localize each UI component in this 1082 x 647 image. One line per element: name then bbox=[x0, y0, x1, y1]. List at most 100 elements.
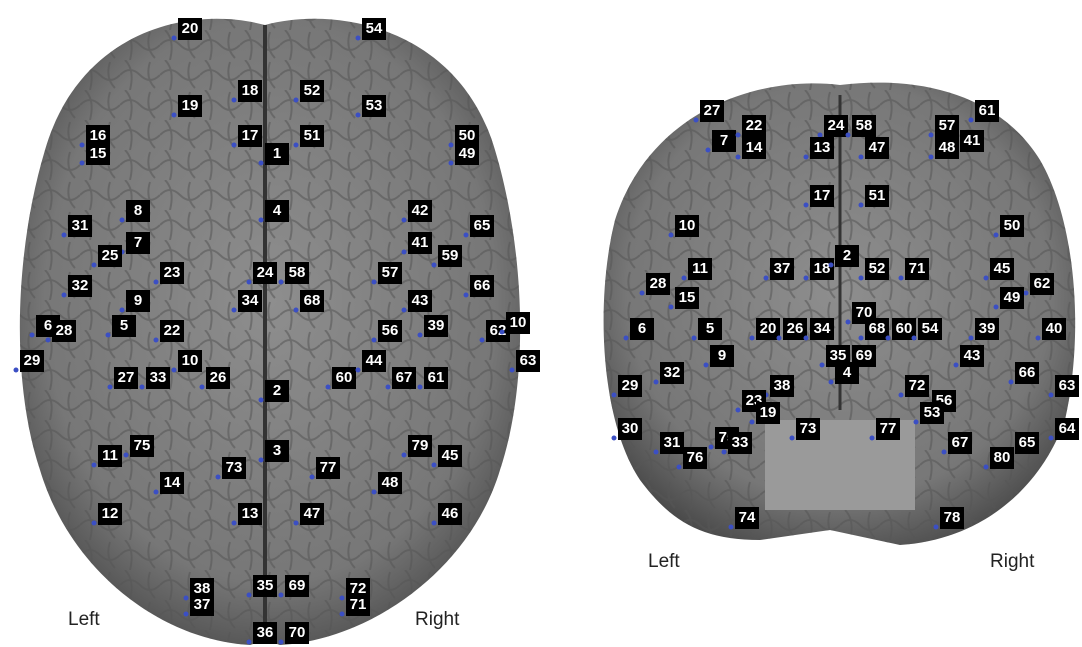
electrode-dot bbox=[499, 329, 505, 335]
electrode-dot bbox=[401, 307, 407, 313]
electrode-dot bbox=[309, 474, 315, 480]
electrode-label: 6 bbox=[44, 317, 52, 334]
electrode-dot bbox=[171, 112, 177, 118]
electrode-label: 26 bbox=[787, 320, 804, 337]
electrode-dot bbox=[676, 464, 682, 470]
electrode-label: 63 bbox=[520, 352, 537, 369]
electrode-box bbox=[222, 457, 246, 479]
electrode-label: 19 bbox=[182, 97, 199, 114]
electrode-dot bbox=[448, 160, 454, 166]
electrode-dot bbox=[61, 292, 67, 298]
electrode-label: 33 bbox=[732, 434, 749, 451]
electrode-label: 57 bbox=[939, 117, 956, 134]
electrode-dot bbox=[153, 337, 159, 343]
electrode-label: 12 bbox=[102, 505, 119, 522]
electrode-label: 62 bbox=[490, 322, 507, 339]
electrode-dot bbox=[933, 524, 939, 530]
electrode-dot bbox=[258, 457, 264, 463]
electrode-label: 52 bbox=[304, 82, 321, 99]
electrode-box bbox=[728, 432, 752, 454]
electrode-label: 22 bbox=[746, 117, 763, 134]
electrode-box bbox=[285, 262, 309, 284]
electrode-dot bbox=[735, 132, 741, 138]
electrode-label: 52 bbox=[869, 260, 886, 277]
electrode-label: 77 bbox=[880, 420, 897, 437]
electrode-label: 56 bbox=[382, 322, 399, 339]
electrode-label: 70 bbox=[289, 624, 306, 641]
electrode-box bbox=[362, 18, 386, 40]
electrode-box bbox=[146, 367, 170, 389]
electrode-label: 13 bbox=[814, 139, 831, 156]
electrode-box bbox=[238, 290, 262, 312]
electrode-label: 65 bbox=[474, 217, 491, 234]
electrode-box bbox=[990, 258, 1014, 280]
electrode-label: 71 bbox=[350, 596, 367, 613]
electrode-label: 64 bbox=[1059, 420, 1076, 437]
side-label: Right bbox=[415, 609, 460, 630]
electrode-box bbox=[160, 320, 184, 342]
electrode-dot bbox=[61, 232, 67, 238]
electrode-label: 68 bbox=[869, 320, 886, 337]
electrode-box bbox=[438, 503, 462, 525]
electrode-box bbox=[98, 445, 122, 467]
electrode-dot bbox=[417, 332, 423, 338]
electrode-label: 78 bbox=[944, 509, 961, 526]
electrode-label: 37 bbox=[194, 596, 211, 613]
electrode-label: 11 bbox=[102, 447, 118, 464]
electrode-box bbox=[835, 245, 859, 267]
electrode-label: 9 bbox=[134, 292, 142, 309]
electrode-box bbox=[1000, 287, 1024, 309]
electrode-label: 75 bbox=[134, 437, 151, 454]
electrode-label: 10 bbox=[182, 352, 199, 369]
electrode-label: 66 bbox=[474, 277, 491, 294]
electrode-dot bbox=[721, 449, 727, 455]
electrode-label: 26 bbox=[210, 369, 227, 386]
electrode-box bbox=[178, 95, 202, 117]
electrode-label: 10 bbox=[679, 217, 696, 234]
electrode-label: 66 bbox=[1019, 364, 1036, 381]
electrode-label: 28 bbox=[56, 322, 73, 339]
electrode-label: 51 bbox=[304, 127, 321, 144]
electrode-box bbox=[1000, 215, 1024, 237]
electrode-dot bbox=[401, 217, 407, 223]
electrode-dot bbox=[278, 592, 284, 598]
electrode-label: 53 bbox=[366, 97, 383, 114]
electrode-dot bbox=[968, 117, 974, 123]
electrode-dot bbox=[171, 367, 177, 373]
electrode-box bbox=[865, 137, 889, 159]
electrode-dot bbox=[431, 462, 437, 468]
electrode-dot bbox=[119, 217, 125, 223]
electrode-label: 27 bbox=[704, 102, 721, 119]
electrode-label: 32 bbox=[664, 364, 681, 381]
electrode-box bbox=[114, 367, 138, 389]
electrode-box bbox=[742, 137, 766, 159]
electrode-dot bbox=[1035, 335, 1041, 341]
electrode-box bbox=[408, 200, 432, 222]
electrode-box bbox=[1015, 362, 1039, 384]
electrode-box bbox=[408, 435, 432, 457]
electrode-box bbox=[470, 275, 494, 297]
electrode-dot bbox=[183, 595, 189, 601]
electrode-label: 34 bbox=[814, 320, 831, 337]
electrode-label: 50 bbox=[1004, 217, 1021, 234]
electrode-label: 59 bbox=[442, 247, 459, 264]
electrode-dot bbox=[691, 335, 697, 341]
electrode-box bbox=[688, 258, 712, 280]
electrode-label: 43 bbox=[412, 292, 429, 309]
side-label: Left bbox=[648, 551, 680, 572]
electrode-box bbox=[824, 115, 848, 137]
electrode-dot bbox=[293, 142, 299, 148]
electrode-dot bbox=[339, 595, 345, 601]
electrode-label: 41 bbox=[412, 234, 429, 251]
electrode-box bbox=[975, 100, 999, 122]
electrode-label: 73 bbox=[226, 459, 243, 476]
electrode-dot bbox=[339, 611, 345, 617]
electrode-dot bbox=[953, 362, 959, 368]
electrode-box bbox=[810, 318, 834, 340]
electrode-box bbox=[424, 315, 448, 337]
electrode-box bbox=[935, 115, 959, 137]
electrode-box bbox=[300, 125, 324, 147]
electrode-box bbox=[392, 367, 416, 389]
electrode-dot bbox=[401, 452, 407, 458]
